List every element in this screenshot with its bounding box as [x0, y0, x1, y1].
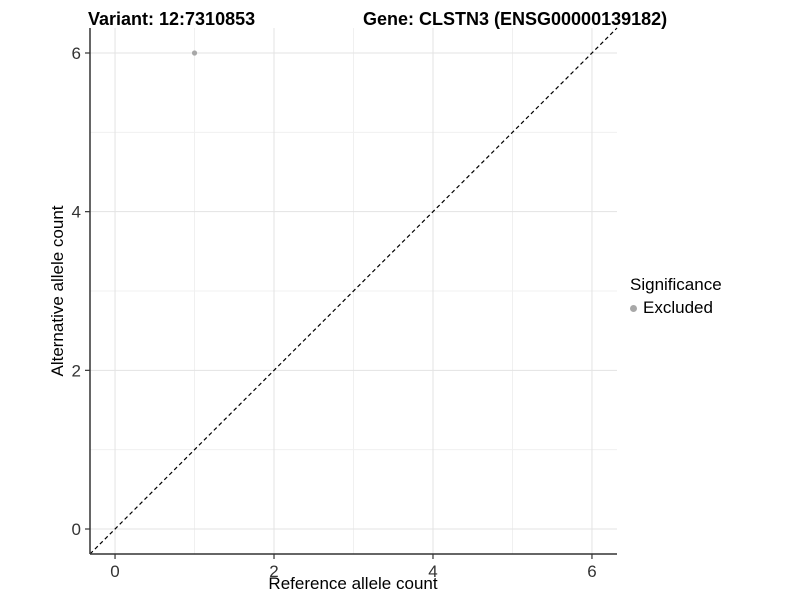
x-tick-label: 0 [110, 562, 119, 581]
legend-entry-excluded: Excluded [630, 298, 722, 318]
data-point [191, 50, 198, 56]
legend: Significance Excluded [630, 274, 722, 318]
y-tick-label: 0 [72, 520, 81, 539]
excluded-point-icon [630, 304, 637, 312]
x-tick-label: 6 [587, 562, 596, 581]
legend-title: Significance [630, 275, 722, 294]
plot-title-variant: Variant: 12:7310853 [88, 9, 256, 29]
y-axis-label: Alternative allele count [48, 205, 67, 377]
x-tick-label: 4 [428, 562, 437, 581]
identity-reference-line [89, 27, 618, 555]
plot-title-gene: Gene: CLSTN3 (ENSG00000139182) [363, 9, 668, 29]
y-tick-label: 2 [72, 361, 81, 380]
y-tick-label: 6 [72, 44, 81, 63]
legend-entry-label: Excluded [643, 298, 713, 317]
y-tick-label: 4 [72, 203, 81, 222]
x-axis-label: Reference allele count [268, 574, 438, 593]
x-tick-label: 2 [269, 562, 278, 581]
